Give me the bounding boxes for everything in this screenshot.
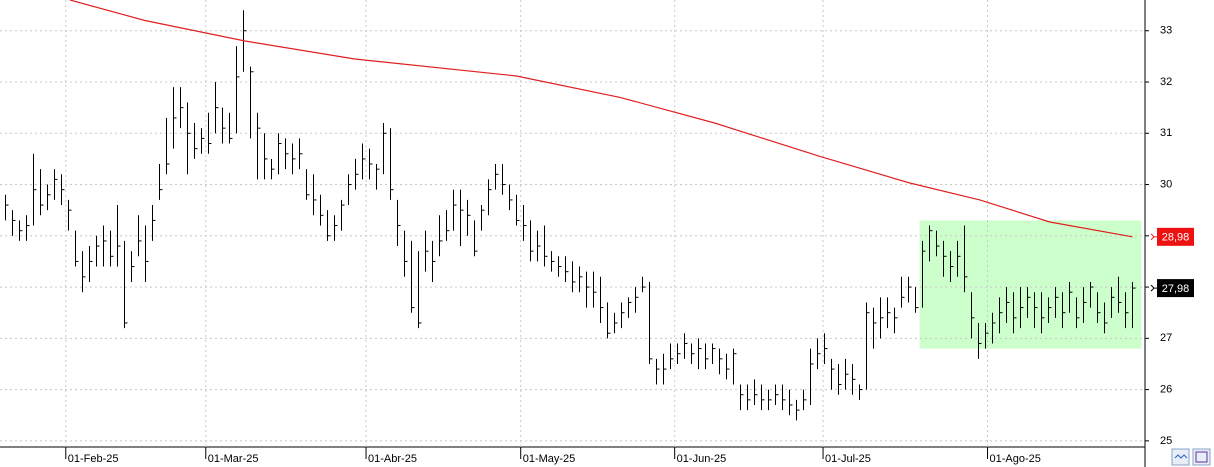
- x-tick-label: 01-Jun-25: [677, 453, 727, 465]
- x-tick-label: 01-May-25: [523, 453, 576, 465]
- x-tick-label: 01-Mar-25: [208, 453, 259, 465]
- highlight-zone: [919, 220, 1142, 349]
- x-tick-label: 01-Ago-25: [990, 453, 1041, 465]
- x-tick-label: 01-Abr-25: [368, 453, 417, 465]
- plot-area: [0, 0, 1145, 447]
- price-label: 27,98: [1162, 283, 1190, 295]
- toolbar: [1171, 448, 1211, 466]
- price-marker: [1150, 284, 1157, 292]
- price-label-box: [1157, 279, 1194, 298]
- y-tick-label: 30: [1160, 178, 1172, 190]
- price-label: 28,98: [1162, 232, 1190, 244]
- y-tick-label: 25: [1160, 435, 1172, 447]
- save-button[interactable]: [1192, 448, 1211, 466]
- y-tick-label: 27: [1160, 332, 1172, 344]
- y-tick-label: 26: [1160, 383, 1172, 395]
- y-tick-label: 33: [1160, 25, 1172, 37]
- price-marker: [1150, 233, 1157, 241]
- y-tick-label: 31: [1160, 127, 1172, 139]
- x-tick-label: 01-Feb-25: [68, 453, 119, 465]
- moving-average: [69, 0, 1133, 238]
- zoom-icon: [1174, 454, 1188, 459]
- x-tick-label: 01-Jul-25: [825, 453, 871, 465]
- y-tick-label: 32: [1160, 76, 1172, 88]
- price-label-box: [1157, 227, 1194, 246]
- save-icon: [1195, 451, 1208, 463]
